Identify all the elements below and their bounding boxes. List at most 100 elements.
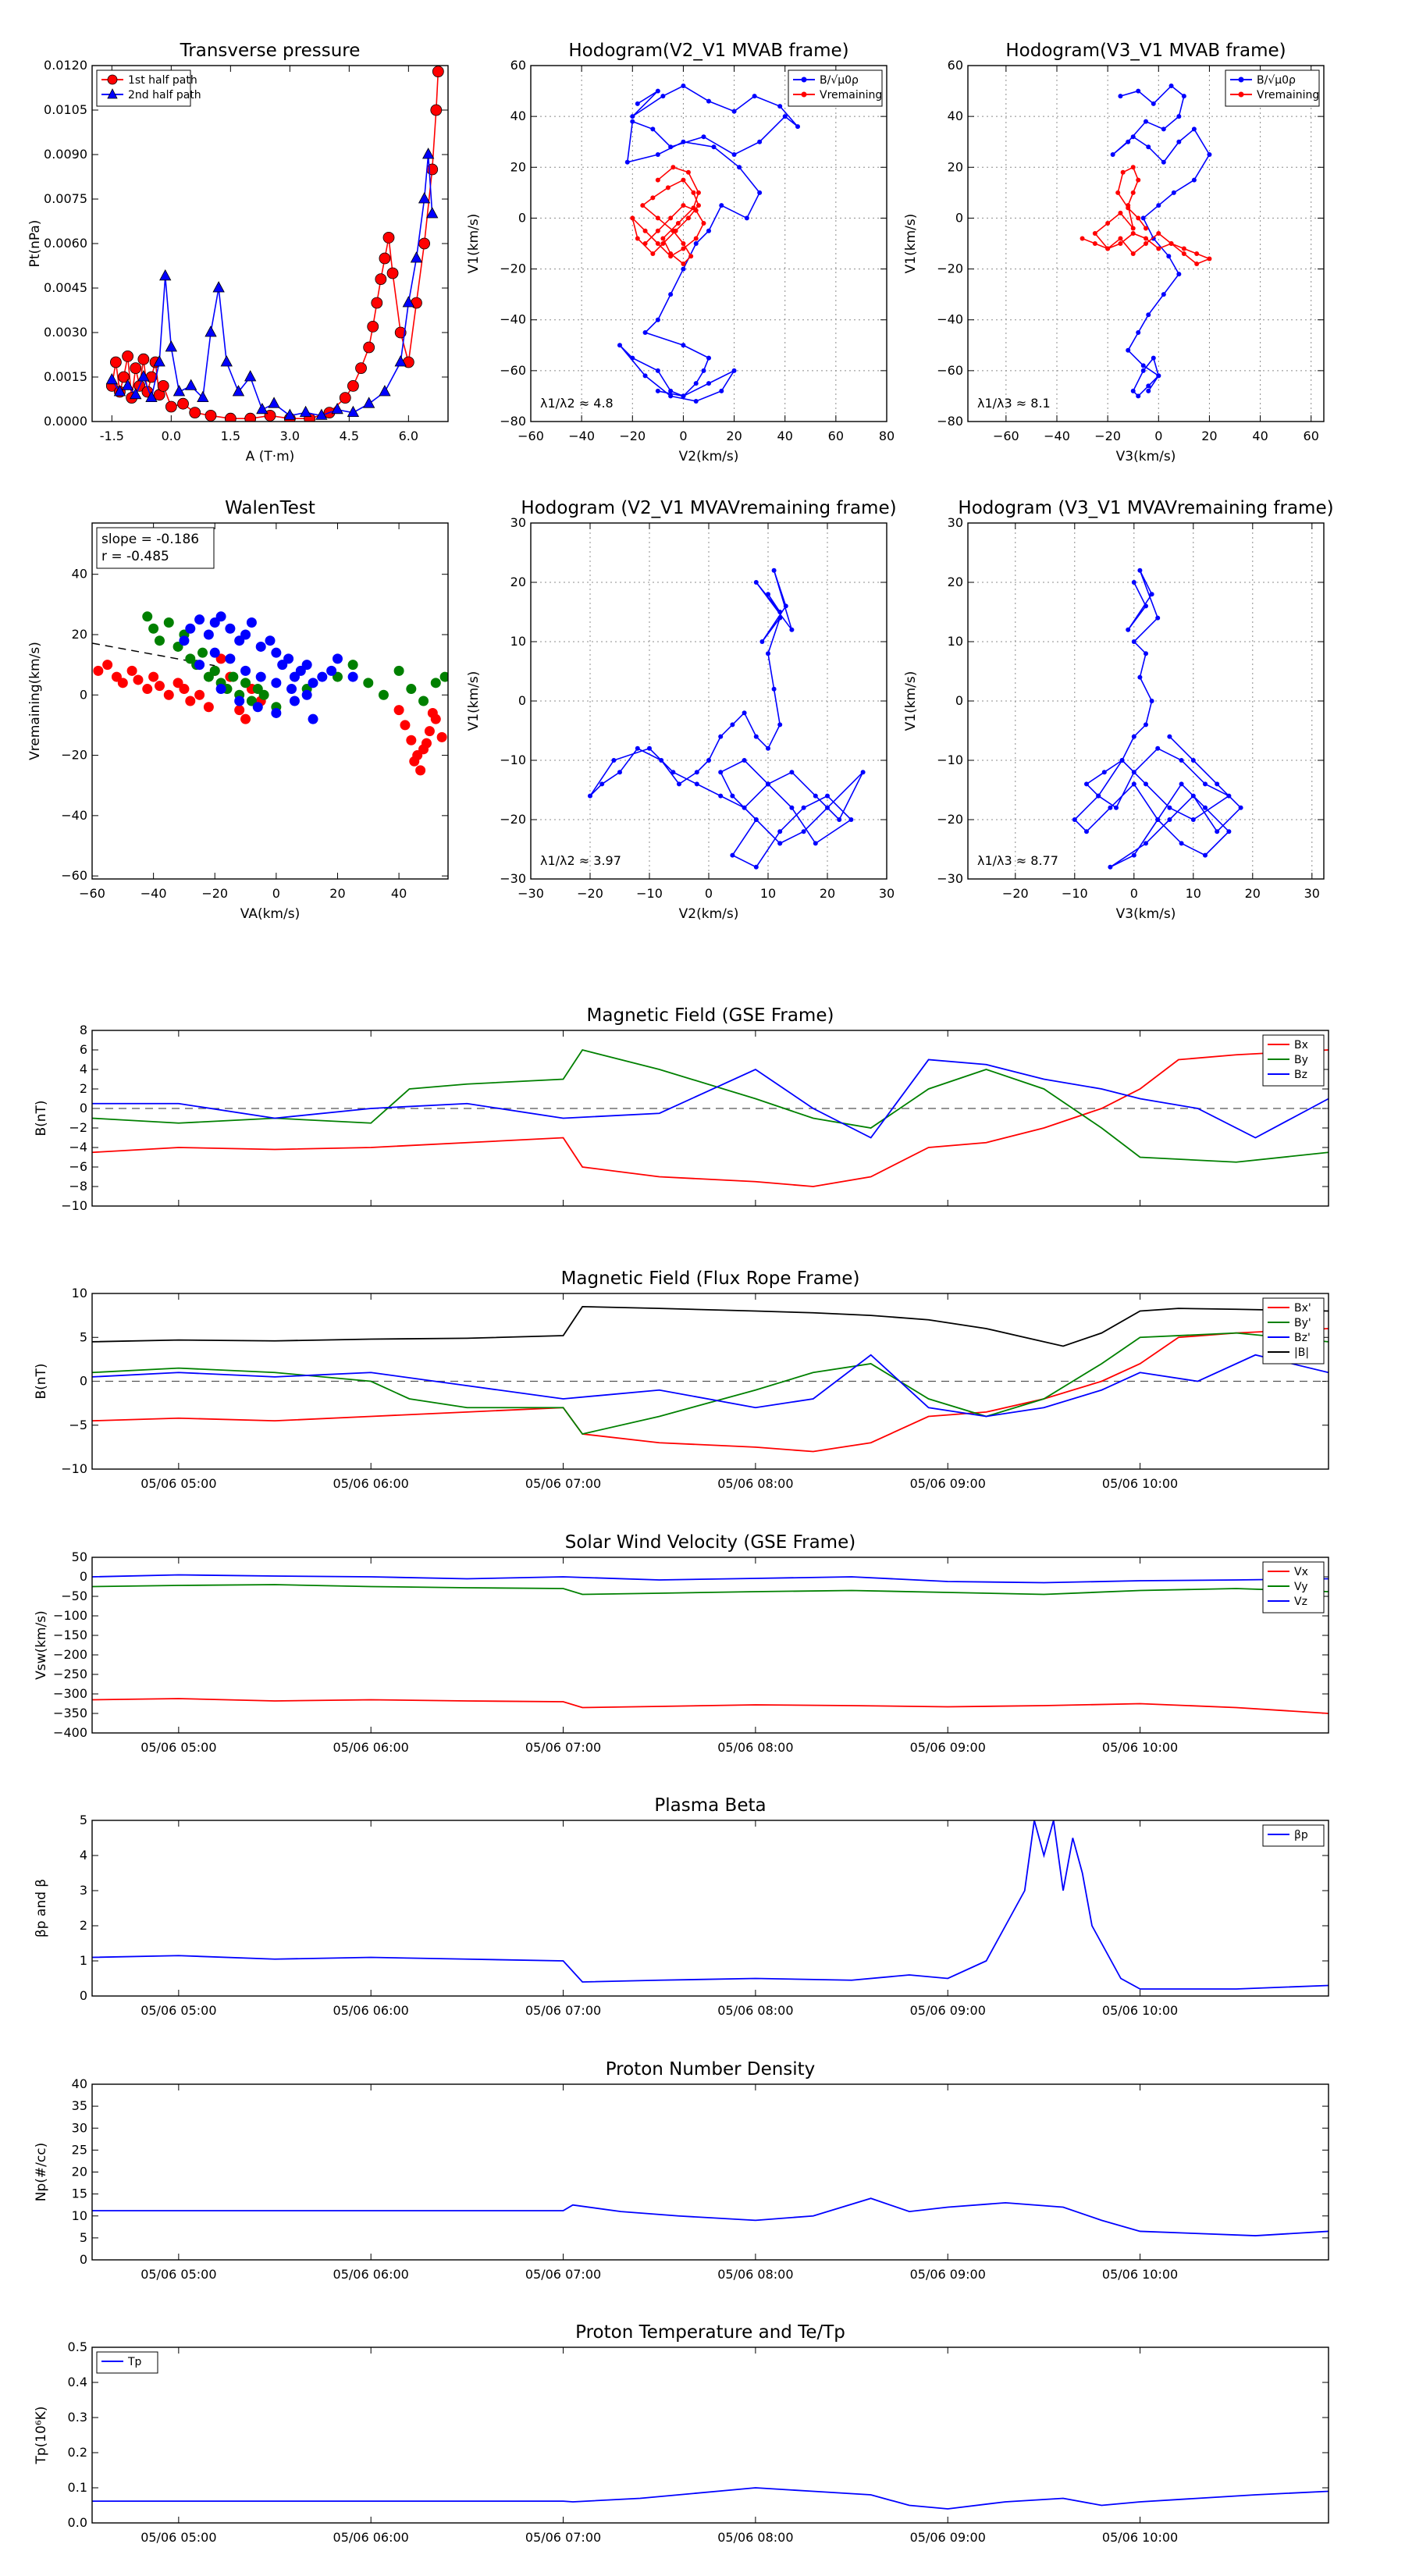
data-point [777,829,783,834]
data-point [757,190,763,195]
y-axis-label: βp and β [34,1879,49,1937]
data-point [1191,126,1197,132]
legend: B/√μ0ρ Vremaining [1225,69,1320,107]
chart-ts1: Magnetic Field (GSE Frame) −10 −8 −6 −4 −2 0 2 4… [34,1005,1329,1213]
data-point [118,371,130,383]
y-tick-label: 6 [80,1042,87,1057]
data-point [258,689,269,700]
data-point [142,684,153,695]
y-tick-label: 35 [72,2098,87,2113]
x-tick-label: −20 [577,886,603,901]
data-point [1181,246,1186,251]
data-point [719,203,724,208]
data-point [1146,383,1151,389]
series-line [589,570,864,868]
legend: Vx Vy Vz [1262,1561,1325,1614]
data-point [121,379,134,390]
x-tick-label: −10 [1062,886,1088,901]
data-point [659,758,664,763]
data-point [113,385,126,397]
data-point [730,722,735,728]
data-point [1130,165,1136,170]
data-point [363,341,375,354]
data-point [1151,355,1156,361]
data-point [1136,330,1141,335]
data-point [1203,805,1208,810]
x-tick-label: 20 [1201,429,1217,443]
plot-frame [530,65,887,422]
y-tick-label: 0.0120 [44,58,87,73]
data-point [421,738,432,749]
data-point [635,745,640,751]
legend-label: Vy [1294,1581,1308,1593]
series-line [111,154,433,417]
annotation-text: λ1/λ3 ≈ 8.1 [977,396,1051,411]
data-point [394,355,407,367]
data-point [1131,770,1136,775]
plot-frame [91,1030,1329,1207]
data-point [142,611,153,622]
data-point [347,660,358,671]
data-point [1130,134,1136,140]
data-point [1144,226,1148,231]
y-axis-label: V1(km/s) [466,214,482,274]
data-point [1161,126,1166,132]
data-point [737,165,742,170]
x-tick-label: 05/06 07:00 [525,1740,601,1755]
legend: Bx By Bz [1262,1034,1325,1087]
data-point [232,385,245,397]
series-group [92,2197,1329,2236]
y-tick-label: 20 [510,575,526,589]
x-tick-label: 0 [1130,886,1138,901]
data-point [617,770,622,775]
data-point [347,405,360,417]
legend: Bx' By' Bz' |B| [1262,1297,1325,1364]
data-point [753,580,759,585]
data-point [771,686,777,692]
data-point [691,190,696,195]
data-point [299,405,312,417]
data-point [109,356,122,368]
legend-label: By' [1294,1317,1311,1329]
series-group [617,84,800,404]
data-point [1130,190,1136,195]
legend-label: B/√μ0ρ [820,74,859,87]
x-tick-label: 80 [879,429,895,443]
x-tick-label: 05/06 08:00 [717,2267,793,2282]
data-point [1096,793,1101,799]
data-point [212,281,225,293]
data-point [731,368,737,373]
data-point [766,781,770,787]
x-tick-label: 05/06 06:00 [333,1740,409,1755]
data-point [240,678,251,688]
data-point [1168,84,1174,89]
data-point [813,793,818,799]
legend: Tp [96,2351,158,2374]
data-point [347,379,359,392]
data-point [117,678,128,688]
x-tick-label: −20 [619,429,646,443]
legend-label: Bz [1294,1069,1307,1081]
legend: 1st half path 2nd half path [96,69,201,107]
annotation-text: slope = -0.186 [101,532,199,547]
data-point [1118,241,1123,246]
data-point [825,805,830,810]
data-point [706,758,711,763]
x-tick-label: 05/06 09:00 [910,2530,986,2545]
y-tick-label: −60 [937,363,963,378]
y-tick-label: 20 [948,575,963,589]
data-point [1105,220,1111,226]
data-point [650,195,656,201]
data-point [415,765,426,776]
x-tick-label: 0 [679,429,687,443]
data-point [742,805,747,810]
data-point [640,203,646,208]
data-point [813,841,818,846]
x-tick-label: 10 [760,886,776,901]
series--b- [92,1305,1329,1347]
y-tick-label: 0 [518,693,526,708]
x-tick-label: 05/06 05:00 [140,2267,216,2282]
data-point [617,343,622,348]
data-point [753,734,759,739]
y-axis-label: B(nT) [34,1100,49,1136]
